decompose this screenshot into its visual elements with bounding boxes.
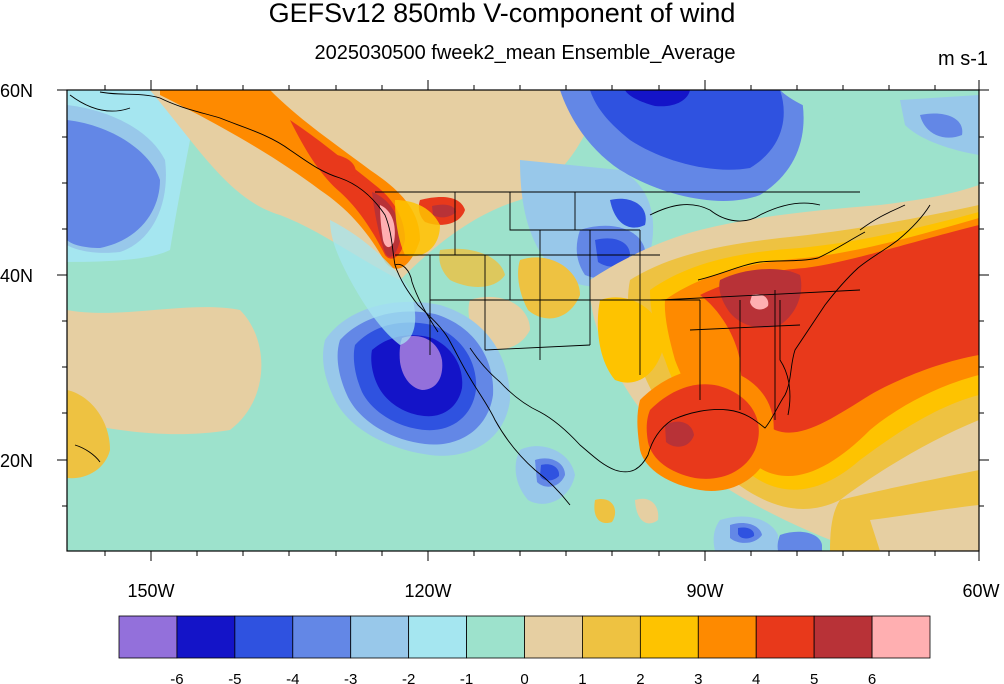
colorbar-swatch [176,615,236,659]
colorbar-swatch [639,615,699,659]
lat-label-20n: 20N [0,451,33,471]
colorbar-label: 3 [694,671,702,684]
colorbar: -6 -5 -4 -3 -2 -1 0 1 2 3 4 5 6 [118,615,931,684]
colorbar-label: -5 [228,671,241,684]
colorbar-label: 0 [520,671,528,684]
wind-field [67,90,979,551]
lon-label-120w: 120W [404,581,451,601]
colorbar-swatch [408,615,467,659]
colorbar-label: 1 [578,671,586,684]
colorbar-swatch [118,615,178,659]
units-label: m s-1 [938,48,988,70]
colorbar-swatch [697,615,757,659]
lat-label-60n: 60N [0,81,33,101]
map-subtitle: 2025030500 fweek2_mean Ensemble_Average [314,42,736,64]
colorbar-swatch [350,615,410,659]
colorbar-swatch [292,615,352,659]
colorbar-label: 4 [752,671,760,684]
map-title: GEFSv12 850mb V-component of wind [268,0,736,28]
colorbar-label: -1 [460,671,473,684]
colorbar-label: -2 [402,671,415,684]
map-boundaries [69,91,931,506]
colorbar-swatch [582,615,641,659]
colorbar-label: -3 [344,671,357,684]
colorbar-swatch [524,615,583,659]
lon-label-60w: 60W [962,581,999,601]
colorbar-label: -6 [170,671,183,684]
colorbar-swatch [755,615,815,659]
lon-label-90w: 90W [686,581,723,601]
colorbar-label: -4 [286,671,299,684]
colorbar-label: 5 [810,671,818,684]
colorbar-swatch [234,615,294,659]
map-ticks [57,80,989,561]
lon-label-150w: 150W [127,581,174,601]
colorbar-swatch [813,615,873,659]
colorbar-swatch [466,615,525,659]
colorbar-swatch [871,615,931,659]
lat-label-40n: 40N [0,266,33,286]
colorbar-label: 2 [636,671,644,684]
colorbar-label: 6 [868,671,876,684]
